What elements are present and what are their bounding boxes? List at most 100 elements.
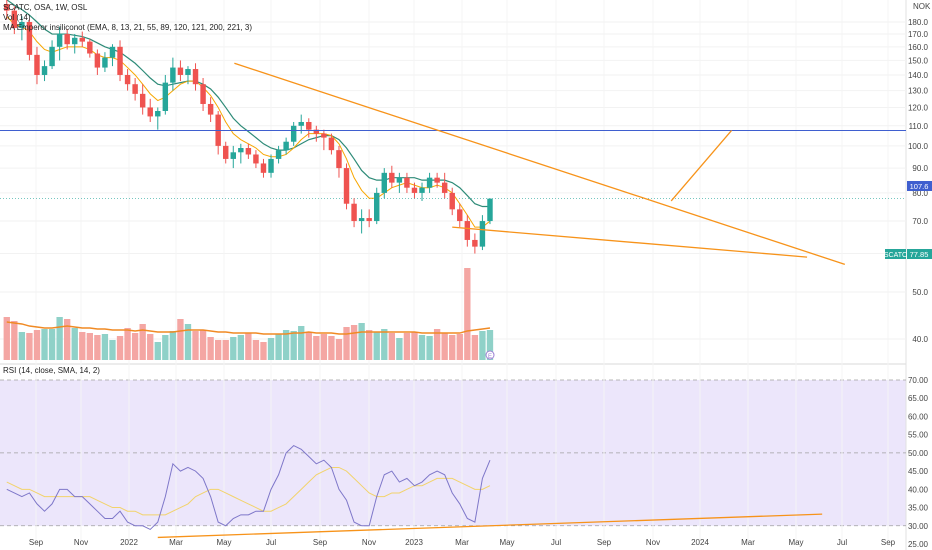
price-tick-label: 170.0	[908, 30, 929, 39]
candle-body	[64, 34, 70, 45]
candle-body	[434, 177, 440, 183]
rsi-legend[interactable]: RSI (14, close, SMA, 14, 2)	[3, 366, 100, 375]
candle-body	[441, 182, 448, 193]
volume-bar	[381, 329, 388, 360]
candle-body	[351, 203, 357, 222]
candle-body	[260, 163, 267, 173]
volume-bar	[298, 326, 305, 360]
volume-bar	[33, 330, 41, 360]
rsi-tick-label: 60.00	[908, 412, 929, 421]
candle-body	[192, 69, 199, 85]
volume-bar	[267, 338, 275, 360]
time-tick-label: Sep	[29, 538, 44, 547]
rsi-tick-label: 25.00	[908, 540, 929, 549]
volume-bar	[260, 342, 267, 360]
price-tick-label: 40.0	[912, 335, 928, 344]
ma-legend[interactable]: MA Emperor insiliconot (EMA, 8, 13, 21, …	[3, 23, 252, 32]
rsi-pane	[6, 444, 491, 531]
volume-bar	[177, 319, 184, 360]
candle-body	[34, 54, 40, 75]
volume-bar	[18, 332, 26, 360]
candle-body	[124, 74, 131, 85]
volume-bar	[479, 331, 486, 360]
volume-bar	[131, 333, 139, 360]
time-tick-label: Nov	[74, 538, 88, 547]
candle-body	[479, 221, 486, 247]
volume-bar	[305, 332, 312, 360]
hline-badge: 107.6	[907, 181, 932, 191]
volume-bar	[116, 336, 124, 360]
candle-body	[41, 66, 48, 75]
price-tick-label: 80.0	[912, 189, 928, 198]
volume-bar	[101, 334, 109, 360]
volume-bar	[184, 324, 192, 360]
time-tick-label: Jul	[551, 538, 561, 547]
candle-body	[472, 239, 478, 247]
volume-bar	[313, 336, 320, 360]
candle-body	[366, 218, 372, 222]
volume-bar	[169, 331, 177, 360]
time-tick-label: 2024	[691, 538, 709, 547]
volume-bar	[411, 332, 418, 360]
trend-lines[interactable]	[0, 62, 906, 539]
svg-text:SCATC: SCATC	[884, 252, 907, 259]
price-tick-label: 130.0	[908, 87, 929, 96]
candle-body	[109, 46, 116, 58]
candle-body	[132, 84, 138, 94]
volume-bar	[358, 323, 365, 360]
volume-bar	[366, 330, 373, 360]
price-tick-label: 90.0	[912, 164, 928, 173]
volume-bar	[71, 328, 78, 360]
candlesticks[interactable]	[4, 0, 493, 254]
currency-label: NOK	[913, 2, 931, 11]
volume-bar	[343, 327, 350, 360]
candle-body	[487, 198, 493, 222]
trendline-1	[234, 62, 846, 265]
volume-bar	[373, 332, 380, 360]
rsi-tick-label: 55.00	[908, 431, 929, 440]
trendline-3	[670, 130, 733, 202]
last-price-badge: SCATC 77.85	[884, 249, 932, 259]
volume-bar	[464, 268, 471, 360]
candle-body	[328, 137, 335, 151]
earnings-icon[interactable]: E	[485, 350, 495, 360]
price-tick-label: 70.0	[912, 217, 928, 226]
volume-bar	[335, 339, 343, 360]
time-tick-label: May	[788, 538, 803, 547]
volume-bar	[222, 340, 229, 360]
volume-legend[interactable]: Vol (14)	[3, 13, 31, 22]
volume-bar	[48, 329, 56, 360]
candle-body	[230, 152, 236, 159]
volume-bar	[139, 324, 146, 360]
candle-body	[94, 53, 101, 68]
time-tick-label: May	[216, 538, 231, 547]
volume-bar	[124, 328, 131, 360]
time-tick-label: Mar	[741, 538, 755, 547]
time-tick-label: 2022	[120, 538, 138, 547]
symbol-legend[interactable]: SCATC, OSA, 1W, OSL	[3, 3, 88, 12]
candle-body	[185, 69, 191, 75]
price-tick-label: 100.0	[908, 142, 929, 151]
candle-body	[275, 150, 282, 159]
candle-body	[4, 4, 10, 11]
volume-bar	[79, 332, 86, 360]
time-tick-label: Nov	[646, 538, 660, 547]
candle-body	[207, 103, 214, 115]
volume-bar	[94, 335, 101, 360]
candle-body	[177, 67, 184, 75]
candle-body	[26, 22, 33, 55]
rsi-tick-label: 50.00	[908, 449, 929, 458]
volume-bar	[215, 340, 222, 360]
candle-body	[389, 172, 395, 183]
candle-body	[162, 82, 169, 111]
volume-bar	[56, 317, 63, 360]
svg-text:107.6: 107.6	[910, 182, 929, 191]
rsi-tick-label: 45.00	[908, 467, 929, 476]
volume-bar	[471, 335, 479, 360]
rsi-tick-label: 65.00	[908, 394, 929, 403]
time-tick-label: Mar	[169, 538, 183, 547]
candle-body	[245, 148, 252, 155]
time-tick-label: Mar	[455, 538, 469, 547]
svg-text:E: E	[488, 354, 492, 360]
